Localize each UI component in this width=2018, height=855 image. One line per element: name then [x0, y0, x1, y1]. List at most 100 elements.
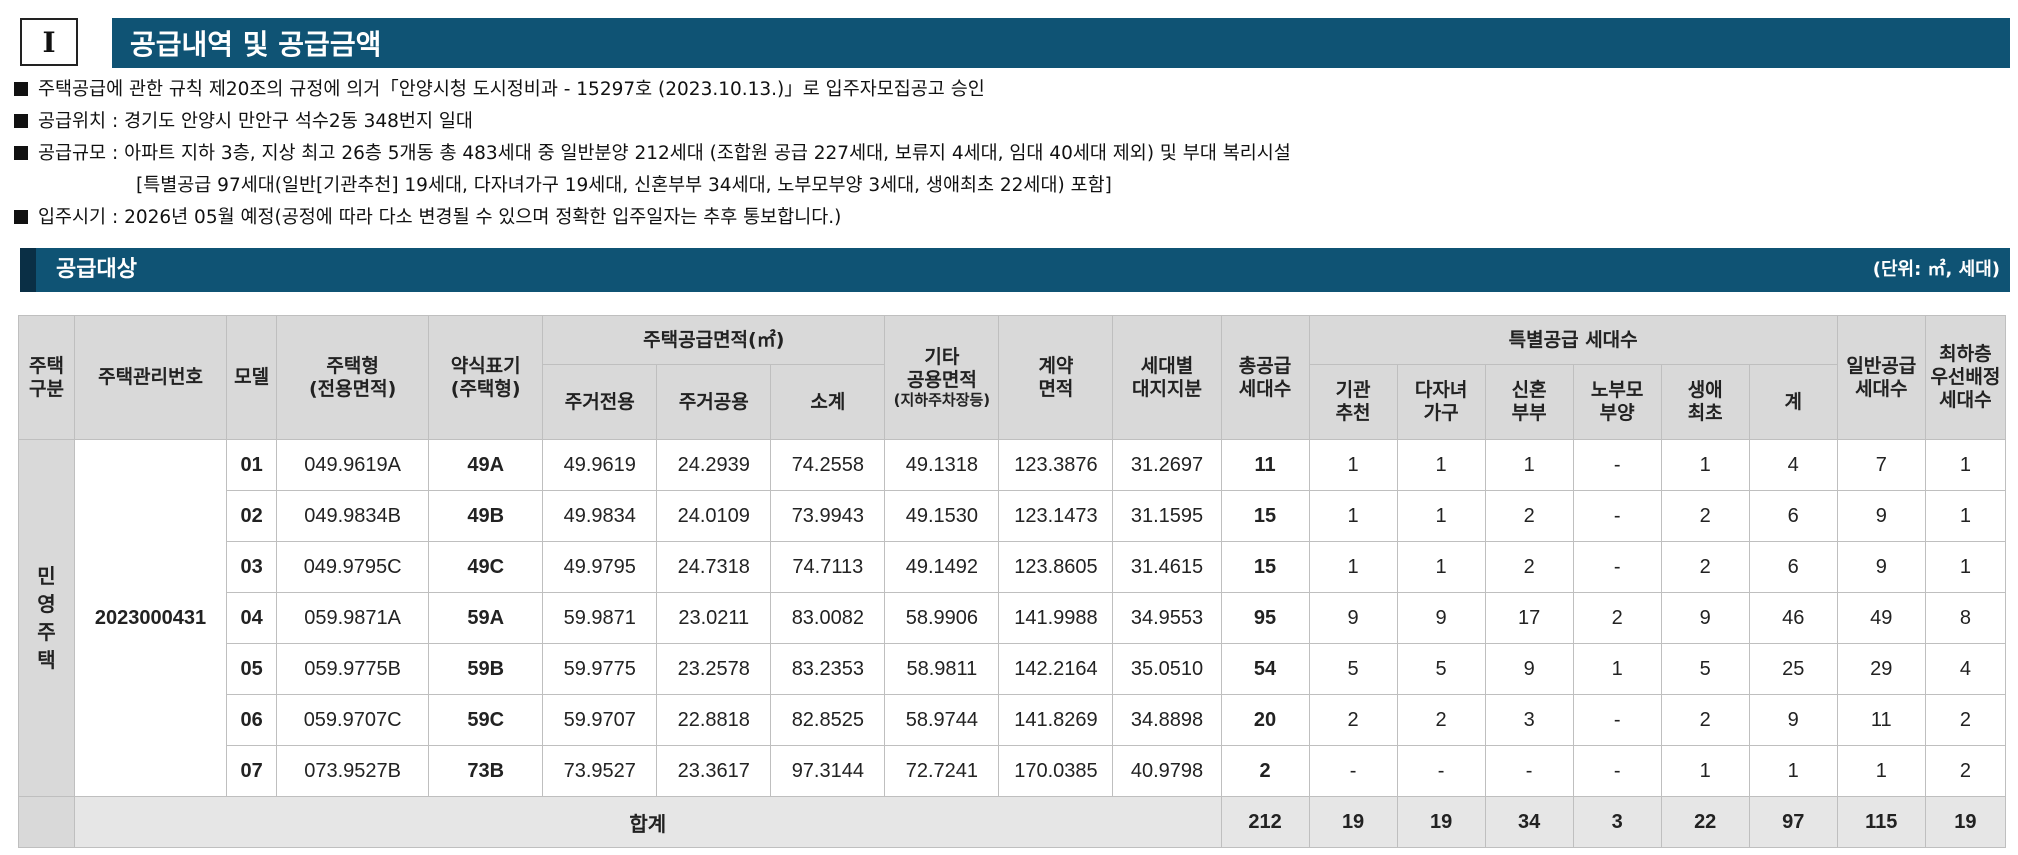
header-agency: 기관 추천	[1308, 364, 1398, 440]
cell-newlywed: 3	[1484, 694, 1574, 746]
header-house-category: 주택 구분	[17, 315, 76, 440]
cell-model: 07	[226, 745, 278, 797]
cell-first-time: 1	[1660, 745, 1750, 797]
table-total-row: 합계 212 19 19 34 3 22 97 115 19	[17, 796, 2007, 848]
cell-mgmt-no: 2023000431	[74, 439, 228, 797]
section-header: I 공급내역 및 공급금액	[20, 18, 2010, 70]
cell-elderly: -	[1572, 694, 1662, 746]
cell-house-type: 059.9871A	[276, 592, 430, 644]
header-total-units: 총공급 세대수	[1220, 315, 1310, 440]
cell-elderly: 2	[1572, 592, 1662, 644]
cell-agency: -	[1308, 745, 1398, 797]
cell-total-first: 22	[1660, 796, 1750, 848]
subsection-title: 공급대상	[56, 257, 137, 282]
cell-agency: 5	[1308, 643, 1398, 695]
cell-multi-child: 1	[1396, 541, 1486, 593]
cell-first-time: 9	[1660, 592, 1750, 644]
cell-newlywed: 9	[1484, 643, 1574, 695]
cell-house-type: 073.9527B	[276, 745, 430, 797]
cell-general: 9	[1836, 541, 1926, 593]
cell-house-category: 민 영 주 택	[17, 439, 76, 797]
cell-abbr: 49B	[428, 490, 544, 542]
square-bullet-icon	[14, 210, 28, 224]
cell-other-common: 49.1318	[884, 439, 1000, 491]
cell-multi-child: 1	[1396, 439, 1486, 491]
cell-special-sum: 46	[1748, 592, 1838, 644]
cell-newlywed: -	[1484, 745, 1574, 797]
cell-total-units: 15	[1220, 541, 1310, 593]
cell-common: 24.7318	[656, 541, 772, 593]
cell-elderly: -	[1572, 541, 1662, 593]
cell-model: 04	[226, 592, 278, 644]
cell-model: 01	[226, 439, 278, 491]
cell-total-blank	[17, 796, 76, 848]
cell-contract-area: 142.2164	[998, 643, 1114, 695]
cell-total-units: 15	[1220, 490, 1310, 542]
cell-total-units: 95	[1220, 592, 1310, 644]
cell-total-units: 54	[1220, 643, 1310, 695]
cell-exclusive: 59.9707	[542, 694, 658, 746]
cell-total-total: 212	[1220, 796, 1310, 848]
header-other-common-note: (지하주차장등)	[893, 391, 991, 410]
cell-land-share: 31.4615	[1112, 541, 1222, 593]
cell-general: 11	[1836, 694, 1926, 746]
cell-first-time: 2	[1660, 490, 1750, 542]
cell-subtotal: 74.7113	[770, 541, 886, 593]
cell-special-sum: 1	[1748, 745, 1838, 797]
cell-multi-child: -	[1396, 745, 1486, 797]
cell-common: 23.2578	[656, 643, 772, 695]
cell-special-sum: 9	[1748, 694, 1838, 746]
cell-multi-child: 1	[1396, 490, 1486, 542]
cell-total-units: 2	[1220, 745, 1310, 797]
cell-multi-child: 9	[1396, 592, 1486, 644]
header-special-sum: 계	[1748, 364, 1838, 440]
cell-land-share: 34.8898	[1112, 694, 1222, 746]
cell-total-multi: 19	[1396, 796, 1486, 848]
cell-contract-area: 123.1473	[998, 490, 1114, 542]
cell-abbr: 73B	[428, 745, 544, 797]
header-general-supply: 일반공급 세대수	[1836, 315, 1926, 440]
notice-text: 공급규모 : 아파트 지하 3층, 지상 최고 26층 5개동 총 483세대 …	[38, 143, 1291, 164]
square-bullet-icon	[14, 114, 28, 128]
cell-lowest-floor: 2	[1924, 694, 2007, 746]
header-mgmt-no: 주택관리번호	[74, 315, 228, 440]
cell-common: 23.3617	[656, 745, 772, 797]
cell-model: 06	[226, 694, 278, 746]
header-common: 주거공용	[656, 364, 772, 440]
notice-text: 입주시기 : 2026년 05월 예정(공정에 따라 다소 변경될 수 있으며 …	[38, 207, 842, 228]
header-first-time: 생애 최초	[1660, 364, 1750, 440]
cell-newlywed: 2	[1484, 541, 1574, 593]
cell-special-sum: 6	[1748, 490, 1838, 542]
cell-abbr: 59A	[428, 592, 544, 644]
table-row: 07 073.9527B 73B 73.9527 23.3617 97.3144 72.72…	[19, 745, 2007, 797]
notice-list: 주택공급에 관한 규칙 제20조의 규정에 의거「안양시청 도시정비과 - 15…	[14, 74, 2004, 234]
cell-exclusive: 59.9871	[542, 592, 658, 644]
cell-first-time: 2	[1660, 541, 1750, 593]
cell-total-label: 합계	[74, 796, 1222, 848]
cell-land-share: 40.9798	[1112, 745, 1222, 797]
cell-lowest-floor: 4	[1924, 643, 2007, 695]
cell-contract-area: 123.3876	[998, 439, 1114, 491]
cell-agency: 1	[1308, 541, 1398, 593]
cell-other-common: 58.9811	[884, 643, 1000, 695]
cell-general: 29	[1836, 643, 1926, 695]
table-row: 02 049.9834B 49B 49.9834 24.0109 73.9943 49.15…	[19, 490, 2007, 542]
cell-special-sum: 25	[1748, 643, 1838, 695]
cell-land-share: 34.9553	[1112, 592, 1222, 644]
table-row: 민 영 주 택 2023000431 01 049.9619A 49A 49.9619 24…	[17, 439, 2007, 797]
header-contract-area: 계약 면적	[998, 315, 1114, 440]
table-row: 04 059.9871A 59A 59.9871 23.0211 83.0082 58.99…	[19, 592, 2007, 644]
header-other-common-label: 기타 공용면적	[906, 345, 977, 391]
notice-text: 주택공급에 관한 규칙 제20조의 규정에 의거「안양시청 도시정비과 - 15…	[38, 79, 985, 100]
cell-house-type: 049.9619A	[276, 439, 430, 491]
cell-general: 49	[1836, 592, 1926, 644]
cell-common: 24.2939	[656, 439, 772, 491]
notice-item: 공급규모 : 아파트 지하 3층, 지상 최고 26층 5개동 총 483세대 …	[14, 138, 2004, 170]
table-row: 03 049.9795C 49C 49.9795 24.7318 74.7113 49.14…	[19, 541, 2007, 593]
header-lowest-floor: 최하층 우선배정 세대수	[1924, 315, 2007, 440]
cell-total-newly: 34	[1484, 796, 1574, 848]
cell-first-time: 5	[1660, 643, 1750, 695]
cell-special-sum: 4	[1748, 439, 1838, 491]
header-house-type: 주택형 (전용면적)	[276, 315, 430, 440]
cell-land-share: 31.2697	[1112, 439, 1222, 491]
